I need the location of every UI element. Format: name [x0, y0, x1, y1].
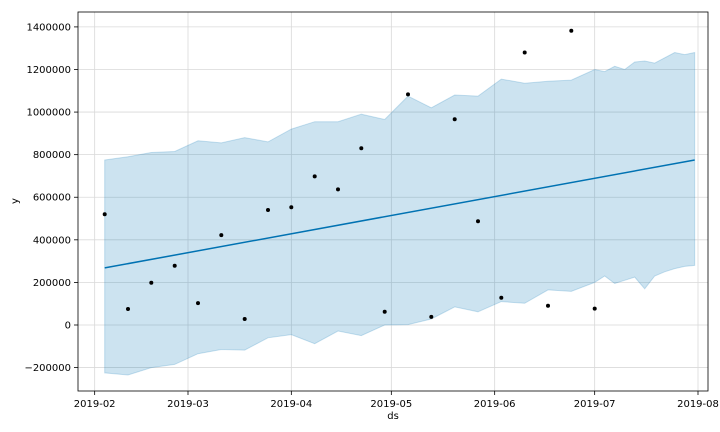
- y-tick-label: 600000: [33, 193, 71, 204]
- data-point: [452, 117, 457, 122]
- data-point: [569, 28, 574, 33]
- y-tick-label: −200000: [24, 363, 71, 374]
- y-tick-label: 1000000: [26, 108, 71, 119]
- data-point: [149, 280, 154, 285]
- y-tick-label: 0: [65, 320, 71, 331]
- plot-frame: [77, 11, 709, 392]
- x-tick-label: 2019-02: [74, 399, 116, 410]
- data-point: [336, 187, 340, 192]
- data-point: [266, 208, 270, 212]
- data-point: [219, 233, 224, 238]
- data-point: [382, 309, 387, 314]
- data-point: [359, 146, 364, 151]
- observed-points: [102, 28, 597, 321]
- y-tick-label: 800000: [33, 150, 71, 161]
- data-point: [289, 205, 294, 210]
- x-axis-label: ds: [387, 411, 399, 422]
- data-point: [406, 92, 410, 97]
- x-axis-ticks: 2019-02 2019-03 2019-04 2019-05 2019-06 2019-…: [74, 391, 719, 410]
- data-point: [522, 50, 527, 55]
- data-point: [546, 303, 550, 308]
- data-point: [499, 295, 504, 300]
- data-point: [429, 314, 434, 319]
- x-tick-label: 2019-04: [270, 399, 312, 410]
- x-tick-label: 2019-07: [574, 399, 616, 410]
- data-point: [126, 307, 130, 311]
- data-point: [312, 174, 317, 179]
- data-point: [102, 212, 107, 217]
- x-tick-label: 2019-03: [167, 399, 209, 410]
- grid-lines: [78, 12, 708, 391]
- y-axis-label: y: [10, 198, 21, 204]
- x-tick-label: 2019-06: [474, 399, 516, 410]
- x-tick-label: 2019-08: [677, 399, 719, 410]
- data-point: [196, 301, 200, 306]
- y-tick-label: 1200000: [26, 65, 71, 76]
- data-point: [592, 306, 597, 311]
- x-tick-label: 2019-05: [370, 399, 412, 410]
- y-axis-ticks: −200000 0 200000 400000 600000 800000 1000000 1…: [24, 22, 78, 374]
- y-tick-label: 200000: [33, 278, 71, 289]
- data-point: [172, 263, 177, 268]
- y-tick-label: 400000: [33, 235, 71, 246]
- y-tick-label: 1400000: [26, 22, 71, 33]
- data-point: [242, 317, 247, 321]
- forecast-trend-line: [104, 159, 695, 269]
- data-point: [476, 219, 480, 224]
